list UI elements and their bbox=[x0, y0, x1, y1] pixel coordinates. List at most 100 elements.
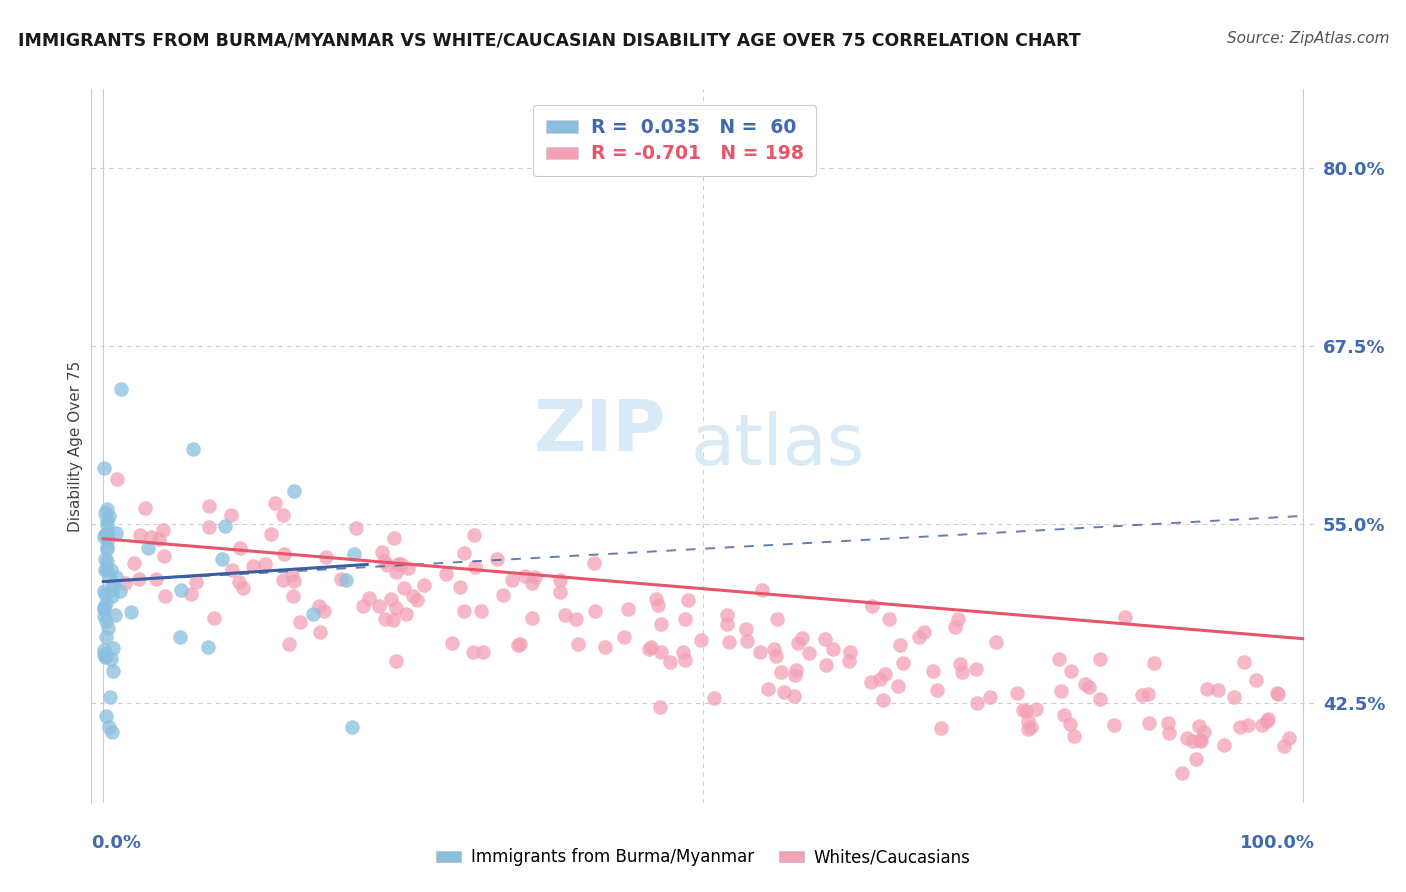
Point bbox=[202, 611, 225, 625]
Point bbox=[380, 592, 402, 607]
Point bbox=[103, 608, 125, 623]
Point bbox=[548, 584, 571, 599]
Point bbox=[97, 525, 120, 540]
Point bbox=[1078, 680, 1101, 694]
Point bbox=[763, 642, 786, 657]
Point bbox=[797, 647, 820, 661]
Point bbox=[312, 604, 335, 618]
Point bbox=[1059, 717, 1081, 731]
Point bbox=[170, 583, 193, 598]
Point bbox=[1189, 734, 1212, 748]
Point bbox=[271, 508, 294, 523]
Point bbox=[946, 612, 969, 626]
Point bbox=[93, 649, 115, 664]
Point bbox=[673, 612, 696, 626]
Point bbox=[198, 520, 221, 534]
Point bbox=[690, 633, 713, 648]
Point bbox=[984, 635, 1007, 649]
Point bbox=[658, 656, 681, 670]
Point bbox=[128, 528, 150, 542]
Point bbox=[509, 637, 531, 651]
Point bbox=[1088, 692, 1111, 706]
Point bbox=[96, 554, 118, 568]
Point bbox=[1137, 687, 1160, 701]
Point bbox=[283, 574, 305, 588]
Point bbox=[122, 556, 145, 570]
Point bbox=[197, 640, 219, 654]
Point bbox=[1175, 731, 1198, 745]
Point bbox=[114, 576, 136, 591]
Point bbox=[93, 563, 115, 577]
Point bbox=[1017, 722, 1039, 736]
Point bbox=[94, 562, 117, 576]
Point bbox=[181, 442, 204, 457]
Point bbox=[907, 630, 929, 644]
Point bbox=[97, 533, 120, 547]
Point bbox=[838, 654, 860, 668]
Point bbox=[921, 664, 943, 678]
Point bbox=[96, 517, 118, 532]
Point bbox=[838, 645, 860, 659]
Point bbox=[396, 561, 419, 575]
Point bbox=[1005, 686, 1028, 700]
Point bbox=[875, 667, 897, 681]
Point bbox=[271, 574, 294, 588]
Point bbox=[1114, 610, 1136, 624]
Point bbox=[105, 472, 128, 486]
Point bbox=[1102, 718, 1125, 732]
Point bbox=[1047, 652, 1070, 666]
Point bbox=[613, 630, 636, 644]
Point bbox=[790, 631, 813, 645]
Point bbox=[93, 643, 115, 657]
Point bbox=[1274, 739, 1296, 753]
Point bbox=[283, 484, 305, 499]
Point bbox=[152, 523, 174, 537]
Point bbox=[1237, 718, 1260, 732]
Point bbox=[1025, 701, 1047, 715]
Point bbox=[101, 589, 124, 603]
Point bbox=[198, 499, 221, 513]
Point bbox=[330, 572, 353, 586]
Point bbox=[1267, 687, 1289, 701]
Point bbox=[98, 570, 121, 584]
Point bbox=[97, 621, 120, 635]
Point bbox=[93, 601, 115, 615]
Point bbox=[1182, 734, 1205, 748]
Text: ZIP: ZIP bbox=[534, 397, 666, 467]
Point bbox=[93, 530, 115, 544]
Point bbox=[186, 575, 208, 590]
Point bbox=[1073, 677, 1095, 691]
Point bbox=[1251, 718, 1274, 732]
Point bbox=[513, 569, 536, 583]
Point bbox=[1014, 704, 1036, 718]
Point bbox=[392, 581, 415, 595]
Point bbox=[650, 616, 672, 631]
Point bbox=[98, 508, 121, 523]
Point bbox=[367, 599, 389, 614]
Point bbox=[470, 604, 492, 618]
Point bbox=[673, 652, 696, 666]
Point bbox=[1278, 731, 1301, 746]
Point bbox=[859, 674, 882, 689]
Point bbox=[564, 612, 586, 626]
Point bbox=[593, 640, 616, 655]
Legend: Immigrants from Burma/Myanmar, Whites/Caucasians: Immigrants from Burma/Myanmar, Whites/Ca… bbox=[429, 842, 977, 873]
Point bbox=[1212, 738, 1234, 752]
Point bbox=[148, 532, 170, 546]
Point bbox=[756, 681, 779, 696]
Point bbox=[153, 589, 176, 603]
Point bbox=[280, 567, 302, 582]
Point bbox=[103, 582, 125, 596]
Point bbox=[979, 690, 1001, 705]
Point bbox=[96, 614, 118, 628]
Point bbox=[637, 642, 659, 657]
Point bbox=[734, 622, 756, 636]
Point bbox=[1050, 683, 1073, 698]
Point bbox=[786, 636, 808, 650]
Point bbox=[1170, 766, 1192, 780]
Point bbox=[463, 527, 485, 541]
Point bbox=[93, 461, 115, 475]
Point bbox=[211, 552, 233, 566]
Point bbox=[136, 541, 159, 555]
Point bbox=[260, 526, 283, 541]
